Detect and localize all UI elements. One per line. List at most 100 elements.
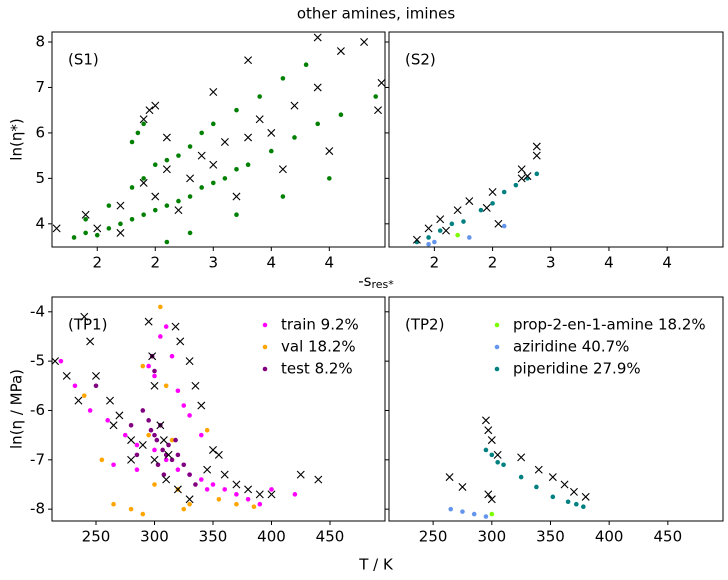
data-point xyxy=(517,165,526,174)
data-point xyxy=(166,442,171,448)
data-point xyxy=(487,436,496,445)
data-point xyxy=(106,203,112,208)
data-point xyxy=(453,206,462,215)
data-point xyxy=(460,509,465,514)
x-tick-label: 3 xyxy=(209,254,219,272)
plot-frame xyxy=(51,296,386,522)
data-point xyxy=(93,383,99,389)
data-point xyxy=(122,432,128,438)
data-point xyxy=(164,157,170,163)
y-tick-label: 4 xyxy=(35,214,45,232)
data-point xyxy=(432,239,437,245)
data-point xyxy=(484,490,493,499)
data-point xyxy=(267,490,276,499)
data-point xyxy=(216,496,222,502)
data-point xyxy=(296,470,305,479)
data-point xyxy=(199,130,204,136)
data-point xyxy=(569,487,578,496)
legend-marker xyxy=(262,366,268,372)
data-point xyxy=(251,504,257,509)
data-point xyxy=(517,453,526,462)
data-point xyxy=(62,371,71,380)
data-point xyxy=(164,239,170,245)
y-axis-label: ln(η / MPa) xyxy=(8,369,26,449)
data-point xyxy=(145,106,154,115)
data-point xyxy=(162,165,171,174)
data-point xyxy=(152,432,157,438)
data-point xyxy=(99,457,105,463)
data-point xyxy=(234,492,239,497)
x-tick-label: 350 xyxy=(536,528,565,546)
data-point xyxy=(152,368,157,374)
data-point xyxy=(152,373,157,379)
data-point xyxy=(169,437,175,443)
data-point xyxy=(292,135,297,140)
data-point xyxy=(314,475,323,484)
data-point xyxy=(71,235,77,240)
data-point xyxy=(58,358,64,364)
data-point xyxy=(199,432,204,438)
data-point xyxy=(164,203,170,208)
data-point xyxy=(176,153,181,158)
data-point xyxy=(292,492,298,497)
y-tick-label: -8 xyxy=(30,500,45,518)
data-point xyxy=(181,506,187,512)
data-point xyxy=(159,436,168,445)
plot-area xyxy=(445,416,590,519)
x-tick-label: 350 xyxy=(199,528,228,546)
x-tick-label: 4 xyxy=(604,254,614,272)
data-point xyxy=(139,115,148,124)
data-point xyxy=(204,427,210,433)
x-tick-label: 2 xyxy=(430,254,440,272)
data-point xyxy=(374,106,383,115)
data-point xyxy=(523,172,532,181)
data-point xyxy=(222,487,228,492)
data-point xyxy=(501,223,507,229)
data-point xyxy=(534,484,539,490)
data-point xyxy=(471,511,477,517)
data-point xyxy=(175,388,181,394)
plot-area xyxy=(52,304,323,517)
plot-frame xyxy=(388,31,724,248)
data-point xyxy=(437,228,443,233)
data-point xyxy=(338,112,344,118)
data-point xyxy=(175,452,181,458)
data-point xyxy=(83,230,88,236)
data-point xyxy=(150,381,159,390)
data-point xyxy=(116,228,125,237)
plot-area xyxy=(52,33,385,245)
data-point xyxy=(152,207,158,213)
data-point xyxy=(87,408,93,413)
data-point xyxy=(173,485,182,494)
data-point xyxy=(162,475,171,484)
data-point xyxy=(574,501,579,507)
data-point xyxy=(222,176,228,181)
y-axis-label: ln(η*) xyxy=(8,118,26,160)
data-point xyxy=(412,235,421,244)
data-point xyxy=(280,194,286,199)
data-point xyxy=(197,401,206,410)
data-point xyxy=(313,33,322,42)
data-point xyxy=(232,480,241,489)
data-point xyxy=(461,219,466,224)
data-point xyxy=(185,495,194,504)
plot-frame xyxy=(388,296,724,522)
data-point xyxy=(128,422,134,428)
y-tick-label: 8 xyxy=(35,33,45,51)
data-point xyxy=(127,455,136,464)
data-point xyxy=(336,47,345,56)
legend-label: aziridine 40.7% xyxy=(513,338,629,356)
data-point xyxy=(199,185,204,190)
data-point xyxy=(141,176,146,181)
x-axis-label-sub: res* xyxy=(371,278,394,291)
data-point xyxy=(146,418,151,423)
y-tick-label: 5 xyxy=(35,169,45,187)
data-point xyxy=(187,230,193,236)
y-tick-label: -6 xyxy=(30,401,45,419)
data-point xyxy=(518,474,524,480)
y-tick-label: 6 xyxy=(35,123,45,141)
data-point xyxy=(148,427,154,433)
data-point xyxy=(445,473,454,482)
data-point xyxy=(187,472,192,477)
